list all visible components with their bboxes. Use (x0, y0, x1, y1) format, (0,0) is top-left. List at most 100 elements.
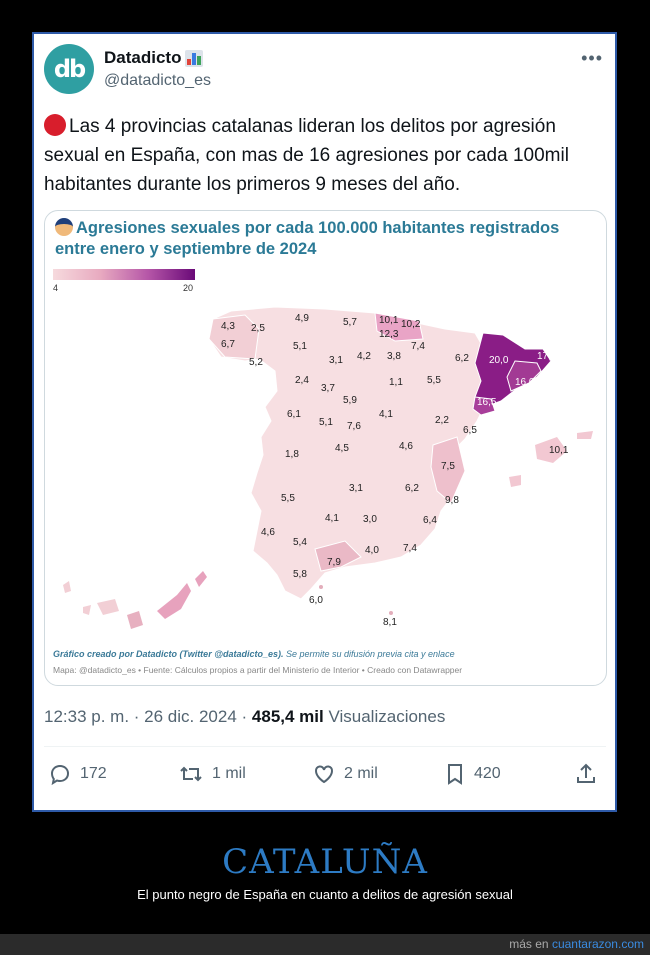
map-value-label: 10,2 (401, 319, 421, 330)
share-icon (577, 763, 595, 783)
retweet-icon (180, 766, 202, 782)
region-mallorca (535, 437, 567, 463)
retweet-button[interactable]: 1 mil (178, 762, 246, 786)
bar-chart-icon (185, 49, 204, 67)
map-value-label: 2,4 (295, 375, 309, 386)
timestamp[interactable]: 12:33 p. m. · 26 dic. 2024 · (44, 707, 248, 726)
map-value-label: 3,0 (363, 514, 377, 525)
map-value-label: 5,1 (319, 417, 333, 428)
more-options-icon[interactable]: ••• (581, 48, 603, 68)
map-value-label: 4,3 (221, 321, 235, 332)
region-canary-6 (195, 571, 207, 587)
retweet-count: 1 mil (212, 765, 246, 782)
region-canary-4 (127, 611, 143, 629)
heart-icon (315, 765, 333, 784)
region-melilla (389, 611, 393, 615)
map-source: Mapa: @datadicto_es • Fuente: Cálculos p… (53, 665, 463, 675)
footer-prefix: más en (509, 937, 549, 951)
author-handle[interactable]: @datadicto_es (104, 72, 211, 89)
map-value-label: 6,4 (423, 515, 437, 526)
map-value-label: 2,2 (435, 415, 449, 426)
reply-icon (50, 764, 70, 786)
map-value-label: 3,1 (349, 483, 363, 494)
map-value-label: 12,3 (379, 329, 399, 340)
like-button[interactable]: 2 mil (312, 762, 378, 786)
region-tarragona (472, 396, 496, 416)
map-value-label: 6,0 (309, 595, 323, 606)
region-basque (374, 312, 424, 342)
map-value-label: 2,5 (251, 323, 265, 334)
caption-subline: El punto negro de España en cuanto a del… (137, 887, 513, 902)
region-east (430, 436, 466, 504)
tweet-card: db Datadicto @datadicto_es ••• Las 4 pro… (32, 32, 617, 812)
map-value-label: 3,7 (321, 383, 335, 394)
map-value-label: 10,1 (549, 445, 569, 456)
map-value-label: 1,8 (285, 449, 299, 460)
map-value-label: 17,9 (537, 351, 557, 362)
tweet-body: Las 4 provincias catalanas lideran los d… (44, 116, 569, 195)
map-value-label: 4,6 (261, 527, 275, 538)
map-value-label: 4,5 (335, 443, 349, 454)
region-south-center (314, 540, 362, 572)
map-title: Agresiones sexuales por cada 100.000 hab… (55, 218, 600, 260)
author-name-text: Datadicto (104, 48, 182, 67)
map-value-label: 20,0 (489, 355, 509, 366)
legend-min: 4 (53, 283, 59, 293)
credit-rest: Se permite su difusión previa cita y enl… (283, 649, 455, 659)
region-barcelona (506, 360, 542, 392)
map-value-label: 5,5 (427, 375, 441, 386)
map-value-label: 5,1 (293, 341, 307, 352)
credit-bold: Gráfico creado por Datadicto (Twitter @d… (53, 649, 284, 659)
views-label: Visualizaciones (328, 707, 446, 726)
map-value-label: 6,2 (405, 483, 419, 494)
spain-map: 4,3 2,54,9 5,7 10,1 10,212,36,7 5,1 7,45,2 3,1 4… (63, 306, 593, 629)
mainland-shape (208, 306, 516, 600)
map-value-label: 7,4 (403, 543, 417, 554)
divider (44, 746, 606, 747)
red-circle-icon (44, 114, 66, 136)
map-value-label: 5,9 (343, 395, 357, 406)
region-canary-2 (83, 605, 91, 615)
map-value-label: 3,8 (387, 351, 401, 362)
map-value-label: 7,4 (411, 341, 425, 352)
bookmark-icon (448, 764, 462, 785)
region-menorca (577, 431, 593, 439)
footer-site-link[interactable]: cuantarazon.com (551, 937, 644, 951)
map-value-label: 4,6 (399, 441, 413, 452)
tweet-meta: 12:33 p. m. · 26 dic. 2024 · 485,4 mil V… (44, 707, 445, 727)
region-canary-3 (97, 599, 119, 615)
map-image[interactable]: 4,3 2,5 4,9 5,7 10,1 10,2 12,3 6,7 5,1 7,4 5,2 3,1 4… (44, 210, 607, 686)
map-value-label: 4,9 (295, 313, 309, 324)
map-value-label: 5,8 (293, 569, 307, 580)
map-value-label: 8,1 (383, 617, 397, 628)
region-galicia (208, 314, 260, 360)
map-value-label: 5,4 (293, 537, 307, 548)
avatar-letters: db (53, 55, 86, 83)
map-value-label: 4,1 (325, 513, 339, 524)
map-value-label: 4,0 (365, 545, 379, 556)
map-value-label: 6,1 (287, 409, 301, 420)
map-value-label: 6,7 (221, 339, 235, 350)
tweet-text: Las 4 provincias catalanas lideran los d… (44, 112, 604, 199)
map-value-label: 9,8 (445, 495, 459, 506)
map-value-label: 6,5 (463, 425, 477, 436)
avatar[interactable]: db (44, 44, 94, 94)
map-value-label: 16,0 (515, 377, 535, 388)
map-value-label: 10,1 (379, 315, 399, 326)
bookmark-count: 420 (474, 765, 501, 782)
bookmark-button[interactable]: 420 (444, 762, 501, 786)
map-value-label: 5,7 (343, 317, 357, 328)
reply-button[interactable]: 172 (48, 762, 107, 786)
map-value-label: 5,5 (281, 493, 295, 504)
police-officer-icon (55, 218, 73, 236)
region-ibiza (509, 475, 521, 487)
map-value-label: 16,5 (477, 397, 497, 408)
map-value-label: 6,2 (455, 353, 469, 364)
share-button[interactable] (574, 762, 598, 786)
region-canary-1 (63, 581, 71, 593)
footer-bar: más en cuantarazon.com (0, 934, 650, 955)
map-value-label: 4,2 (357, 351, 371, 362)
author-name[interactable]: Datadicto (104, 48, 204, 68)
like-count: 2 mil (344, 765, 378, 782)
map-credit: Gráfico creado por Datadicto (Twitter @d… (53, 649, 455, 659)
